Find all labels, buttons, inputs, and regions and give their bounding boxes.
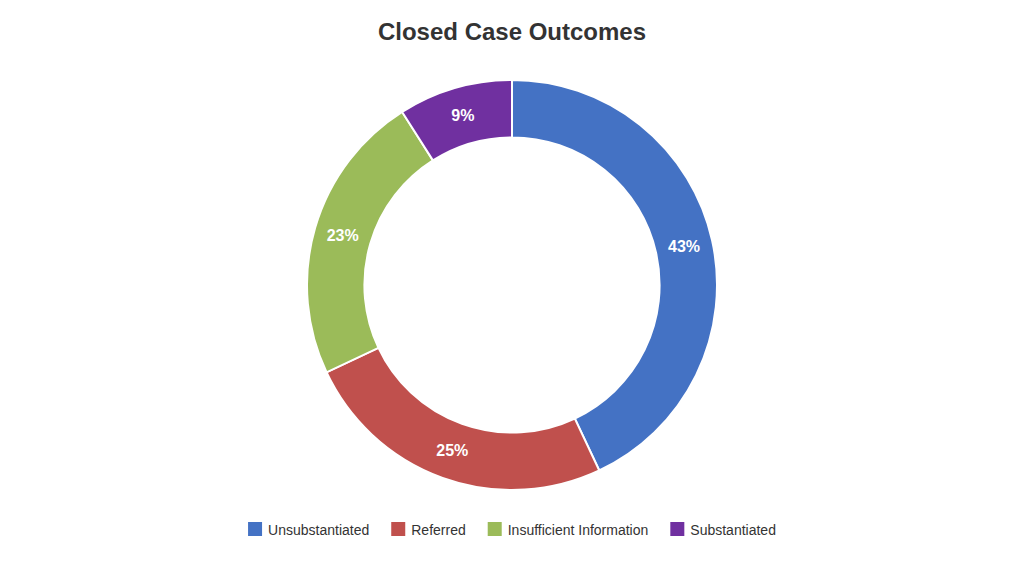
slice xyxy=(327,348,600,490)
legend-item: Unsubstantiated xyxy=(248,522,369,538)
legend-label: Unsubstantiated xyxy=(268,522,369,538)
data-label: 23% xyxy=(327,227,359,244)
data-label: 25% xyxy=(436,442,468,459)
slice xyxy=(512,80,717,470)
slice xyxy=(307,112,433,372)
legend-swatch xyxy=(391,522,405,536)
legend-label: Insufficient Information xyxy=(508,522,649,538)
slice xyxy=(402,80,512,160)
legend-swatch xyxy=(248,522,262,536)
legend-label: Referred xyxy=(411,522,465,538)
data-label: 43% xyxy=(668,238,700,255)
legend-item: Insufficient Information xyxy=(488,522,649,538)
legend-label: Substantiated xyxy=(690,522,776,538)
chart: Closed Case Outcomes 43% 25% 23% 9% Unsubstan… xyxy=(0,0,1024,567)
title: Closed Case Outcomes xyxy=(378,18,646,45)
legend-swatch xyxy=(488,522,502,536)
data-label: 9% xyxy=(451,107,474,124)
pie: 43% 25% 23% 9% xyxy=(307,80,717,490)
legend: Unsubstantiated Referred Insufficient Info… xyxy=(248,522,776,538)
legend-item: Substantiated xyxy=(670,522,776,538)
legend-swatch xyxy=(670,522,684,536)
legend-item: Referred xyxy=(391,522,465,538)
chart-container: Closed Case Outcomes 43% 25% 23% 9% Unsubstan… xyxy=(0,0,1024,567)
